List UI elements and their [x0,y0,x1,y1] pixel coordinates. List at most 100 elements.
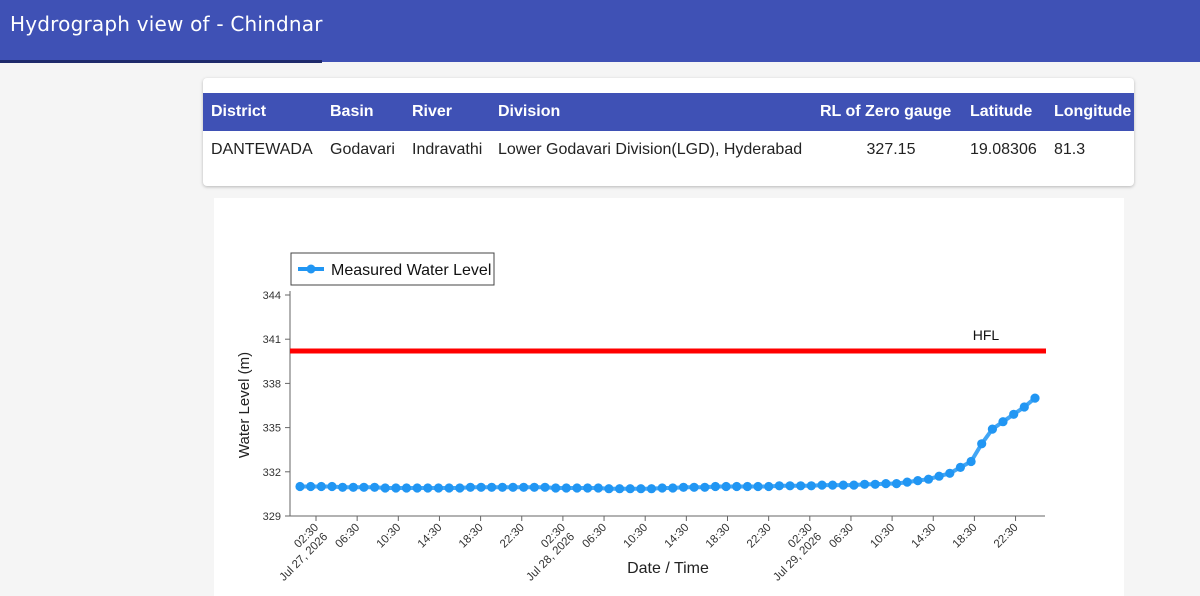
data-point[interactable] [849,480,859,490]
data-point[interactable] [529,482,539,492]
data-point[interactable] [604,484,614,494]
data-point[interactable] [1030,393,1040,403]
data-point[interactable] [977,439,987,449]
data-point[interactable] [721,481,731,492]
data-point[interactable] [710,481,721,492]
x-tick-label-group: 18:30 [951,522,980,551]
data-point[interactable] [646,484,657,494]
data-point[interactable] [700,482,710,492]
data-point[interactable] [742,481,753,492]
data-point[interactable] [966,456,976,467]
data-point[interactable] [945,468,955,478]
data-point[interactable] [348,482,358,492]
x-tick-label-group: 06:30 [333,522,362,551]
data-point[interactable] [370,482,380,492]
data-point[interactable] [785,481,795,491]
data-point[interactable] [401,483,412,493]
data-point[interactable] [551,483,561,493]
data-point[interactable] [678,482,689,492]
data-point[interactable] [774,481,784,491]
column-header-longitude: Longitude [1046,93,1134,131]
data-point[interactable] [380,483,390,493]
data-point[interactable] [433,483,444,493]
data-point[interactable] [338,482,348,492]
data-point[interactable] [753,481,763,492]
data-point[interactable] [487,482,497,492]
x-tick-label: 14:30 [910,522,939,551]
data-point[interactable] [828,480,838,490]
data-point[interactable] [519,482,529,492]
data-point[interactable] [412,483,422,493]
cell-basin: Godavari [330,141,395,158]
data-point[interactable] [987,424,998,434]
data-point[interactable] [583,483,593,493]
data-point[interactable] [391,483,401,493]
data-point[interactable] [572,483,582,493]
x-tick-label: 06:30 [333,522,362,551]
column-header-district: District [203,93,322,131]
x-tick-label: 18:30 [704,522,733,551]
data-point[interactable] [817,480,827,490]
station-info-card: District Basin River Division RL of Zero… [203,78,1134,186]
data-point[interactable] [593,483,603,493]
cell-longitude: 81.3 [1054,141,1086,158]
column-header-rl-zero-gauge: RL of Zero gauge [812,93,962,131]
hfl-label: HFL [973,327,1000,343]
x-tick-label-group: 14:30 [663,522,692,551]
data-point[interactable] [615,484,625,494]
data-point[interactable] [1019,402,1029,412]
table-header-row: District Basin River Division RL of Zero… [203,93,1134,131]
data-point[interactable] [870,479,880,489]
data-point[interactable] [295,481,305,492]
x-tick-label: 18:30 [951,522,980,551]
x-tick-label: 14:30 [663,522,692,551]
data-point[interactable] [508,482,518,492]
cell-district: DANTEWADA [211,141,313,158]
data-point[interactable] [1009,409,1019,419]
x-tick-label-group: 18:30 [704,522,733,551]
data-point[interactable] [423,483,433,493]
data-point[interactable] [465,482,475,492]
data-point[interactable] [444,483,454,493]
chart-legend[interactable]: Measured Water Level [290,252,495,286]
data-point[interactable] [913,476,923,486]
data-point[interactable] [902,477,912,487]
data-point[interactable] [796,481,806,491]
data-point[interactable] [923,474,934,484]
data-point[interactable] [359,482,369,492]
data-point[interactable] [636,484,646,494]
data-point[interactable] [316,481,326,492]
data-point[interactable] [306,481,316,492]
x-tick-label: 10:30 [375,522,404,551]
x-tick-label: 22:30 [745,522,774,551]
cell-division: Lower Godavari Division(LGD), Hyderabad [498,141,803,158]
data-point[interactable] [891,479,902,489]
data-point[interactable] [497,482,507,492]
data-point[interactable] [657,483,667,493]
data-point[interactable] [668,483,678,493]
data-point[interactable] [764,481,774,492]
column-header-division: Division [490,93,812,131]
y-tick-label: 335 [263,423,281,435]
data-point[interactable] [540,482,550,492]
x-tick-label-group: 22:30 [745,522,774,551]
data-point[interactable] [625,484,635,494]
data-point[interactable] [860,479,870,489]
x-tick-label-group: 06:30 [580,522,609,551]
station-info-table: District Basin River Division RL of Zero… [203,93,1134,169]
data-point[interactable] [327,481,337,492]
series-line [300,396,1037,491]
data-point[interactable] [955,462,966,472]
data-point[interactable] [476,482,486,492]
data-point[interactable] [838,480,848,490]
data-point[interactable] [455,483,465,493]
x-tick-label: 18:30 [457,522,486,551]
data-point[interactable] [806,481,816,491]
data-point[interactable] [881,479,891,489]
data-point[interactable] [998,417,1008,427]
data-point[interactable] [689,482,699,492]
data-point[interactable] [732,481,742,492]
data-point[interactable] [934,471,944,481]
data-point[interactable] [561,483,571,493]
